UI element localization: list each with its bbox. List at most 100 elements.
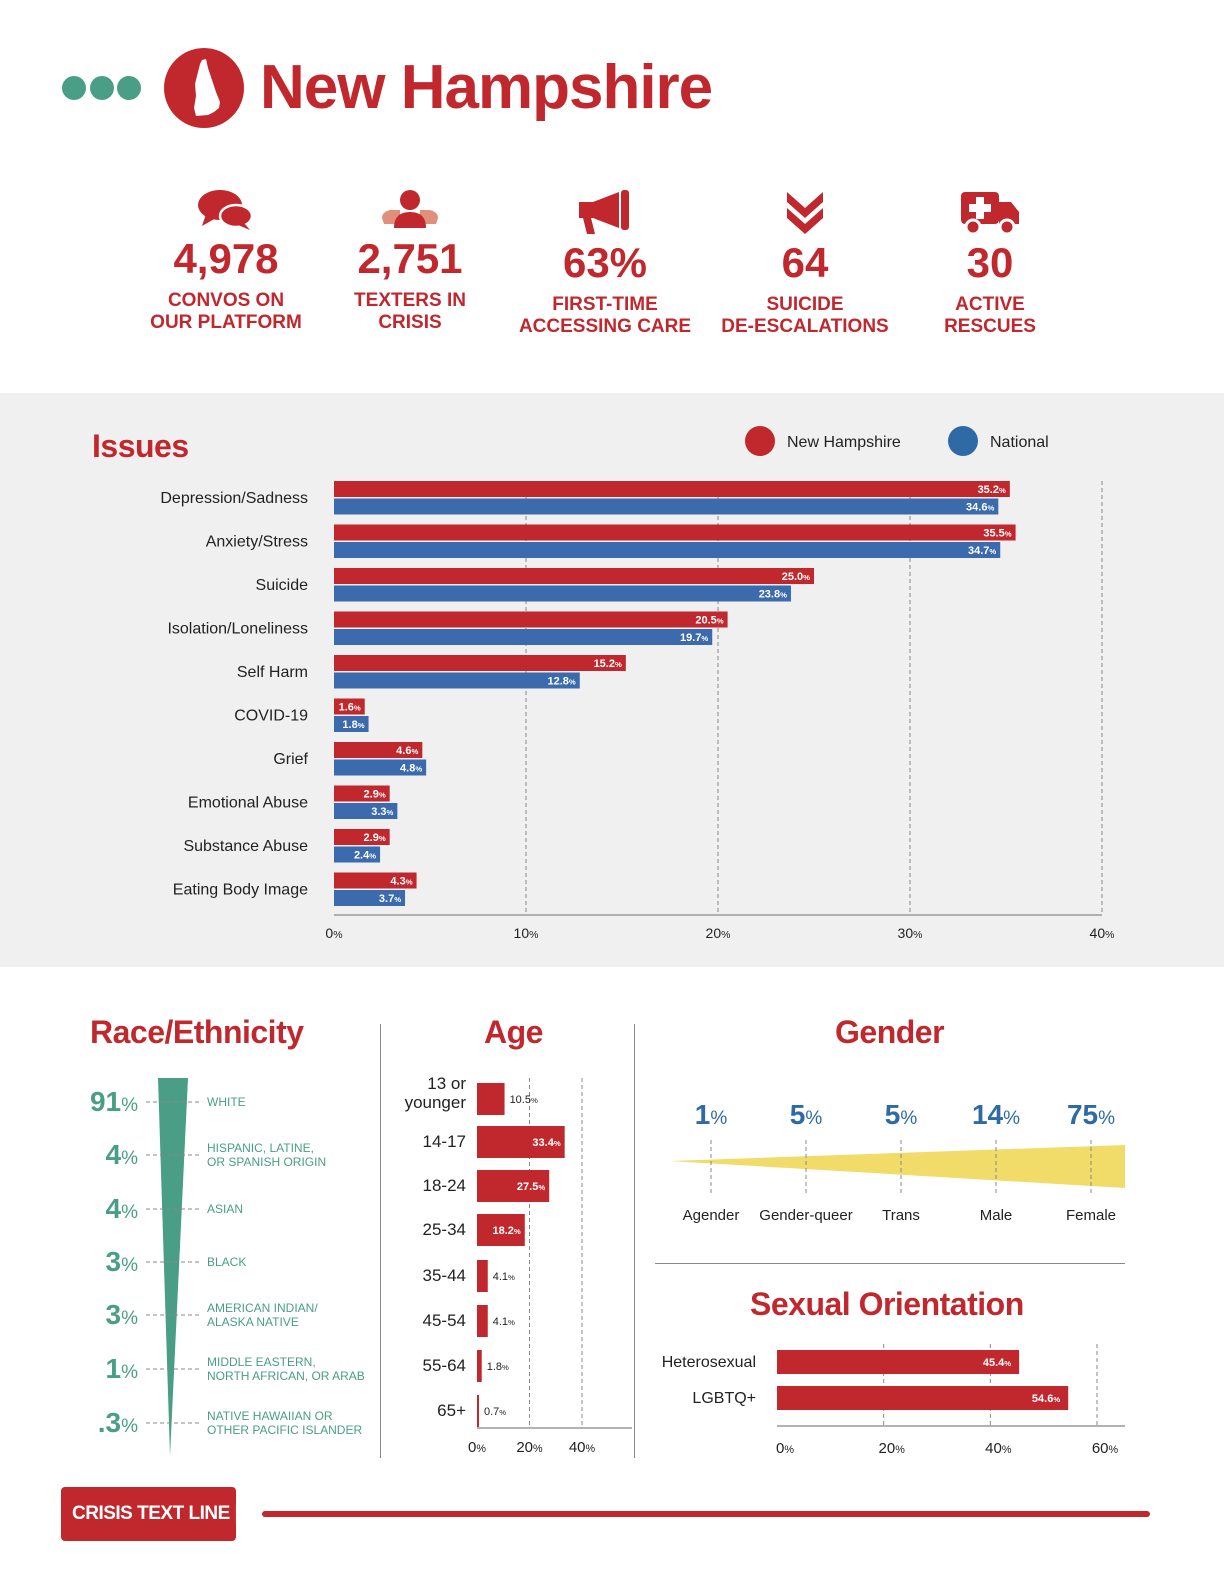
gender-category-label: Male [980, 1207, 1013, 1224]
race-category-label: ALASKA NATIVE [207, 1315, 299, 1329]
age-bar [477, 1170, 550, 1202]
gender-category-label: Trans [882, 1207, 920, 1224]
bar-new-hampshire [334, 785, 390, 802]
age-category-label: 25-34 [423, 1220, 466, 1239]
stat-label: ACTIVE RESCUES [944, 294, 1036, 337]
bar-national [334, 542, 1001, 558]
crisis-text-line-logo: CRISIS TEXT LINE | [61, 1487, 240, 1541]
data-label: 34.7% [968, 545, 996, 557]
age-category-label: 14-17 [423, 1132, 466, 1151]
data-label: 15.2% [594, 658, 622, 670]
data-label: 19.7% [680, 632, 708, 644]
data-label: 2.4% [354, 850, 376, 862]
data-label: 1.6% [339, 702, 361, 714]
stat-conversations: 4,978 CONVOS ON OUR PLATFORM [126, 188, 326, 334]
race-category-label: NATIVE HAWAIIAN OR [207, 1409, 333, 1423]
x-tick-label: 30% [898, 925, 923, 941]
data-label: 4.3% [390, 876, 412, 888]
bar-new-hampshire [334, 655, 626, 671]
age-category-label: 65+ [437, 1401, 466, 1420]
divider [655, 1263, 1125, 1264]
ambulance-icon [961, 192, 1019, 236]
x-tick-label: 60% [1092, 1440, 1119, 1457]
age-bar [477, 1395, 479, 1427]
race-category-label: WHITE [207, 1095, 246, 1109]
data-label: 4.1% [493, 1271, 515, 1283]
x-tick-label: 10% [514, 925, 539, 941]
data-label: 23.8% [759, 589, 787, 601]
footer-rule [262, 1511, 1150, 1517]
bar-national [334, 585, 791, 602]
stat-label: TEXTERS IN CRISIS [354, 290, 466, 333]
gender-value: 1% [695, 1099, 728, 1130]
bar-national [334, 629, 713, 645]
data-label: 54.6% [1032, 1393, 1060, 1405]
data-label: 1.8% [342, 719, 364, 731]
stat-value: 2,751 [357, 235, 463, 282]
race-category-label: HISPANIC, LATINE, [207, 1141, 314, 1155]
age-category-label: 35-44 [423, 1266, 466, 1285]
data-label: 1.8% [487, 1361, 509, 1373]
data-label: 4.6% [396, 745, 418, 757]
race-value: 1% [106, 1353, 139, 1384]
age-bar [477, 1305, 488, 1337]
decorative-dot [90, 76, 114, 100]
bar-new-hampshire [334, 829, 390, 845]
stat-first-time: 63% FIRST-TIME ACCESSING CARE [505, 188, 705, 338]
age-bar [477, 1126, 565, 1158]
category-label: Suicide [256, 577, 309, 594]
data-label: 35.5% [983, 528, 1011, 540]
double-chevron-down-icon [787, 192, 823, 234]
person-icon [382, 190, 438, 228]
gender-category-label: Agender [683, 1207, 740, 1224]
gender-chart: 1% Agender 5% Gender-queer 5% Trans 14% Male 75%… [670, 1099, 1125, 1224]
x-tick-label: 0% [776, 1440, 794, 1457]
age-category-label: 18-24 [423, 1176, 466, 1195]
category-label: Depression/Sadness [160, 490, 308, 507]
bar-national [334, 890, 406, 906]
gender-value: 5% [790, 1099, 823, 1130]
race-value: 4% [106, 1193, 139, 1224]
divider [634, 1024, 635, 1458]
gender-value: 75% [1067, 1099, 1115, 1130]
bar-new-hampshire [334, 481, 1010, 497]
age-title: Age [484, 1014, 543, 1050]
data-label: 20.5% [695, 615, 723, 627]
stat-rescues: 30 ACTIVE RESCUES [890, 188, 1090, 338]
race-category-label: BLACK [207, 1255, 246, 1269]
legend-label: National [990, 434, 1049, 451]
new-hampshire-state-icon [164, 48, 244, 128]
category-label: Anxiety/Stress [206, 534, 308, 551]
category-label: Substance Abuse [183, 838, 308, 855]
stat-value: 30 [966, 239, 1014, 286]
data-label: 2.9% [364, 789, 386, 801]
legend-label: New Hampshire [787, 434, 901, 451]
age-bar [477, 1350, 482, 1382]
bar-new-hampshire [334, 568, 814, 584]
race-wedge [158, 1078, 188, 1456]
x-tick-label: 20% [879, 1440, 906, 1457]
bar-national [334, 803, 398, 819]
x-tick-label: 40% [1090, 925, 1115, 941]
age-bar [477, 1260, 488, 1292]
data-label: 4.8% [400, 763, 422, 775]
issues-title: Issues [92, 428, 189, 464]
race-value: .3% [98, 1407, 138, 1438]
data-label: 34.6% [966, 502, 994, 514]
category-label: Emotional Abuse [188, 795, 308, 812]
bar-new-hampshire [334, 611, 728, 628]
chat-bubbles-icon [198, 190, 254, 230]
orientation-chart: 0% 20% 40% 60% Heterosexual 45.4% LGBTQ+ 54.6% [662, 1344, 1125, 1457]
age-bar [477, 1214, 525, 1246]
gender-category-label: Female [1066, 1207, 1116, 1224]
data-label: 33.4% [532, 1137, 560, 1149]
x-tick-label: 20% [516, 1439, 543, 1456]
orientation-bar [777, 1350, 1020, 1374]
bar-new-hampshire [334, 872, 417, 889]
divider [380, 1024, 381, 1458]
category-label: Self Harm [237, 664, 308, 681]
data-label: 25.0% [782, 571, 810, 583]
orientation-bar [777, 1386, 1069, 1410]
stat-label: SUICIDE DE-ESCALATIONS [721, 294, 889, 337]
